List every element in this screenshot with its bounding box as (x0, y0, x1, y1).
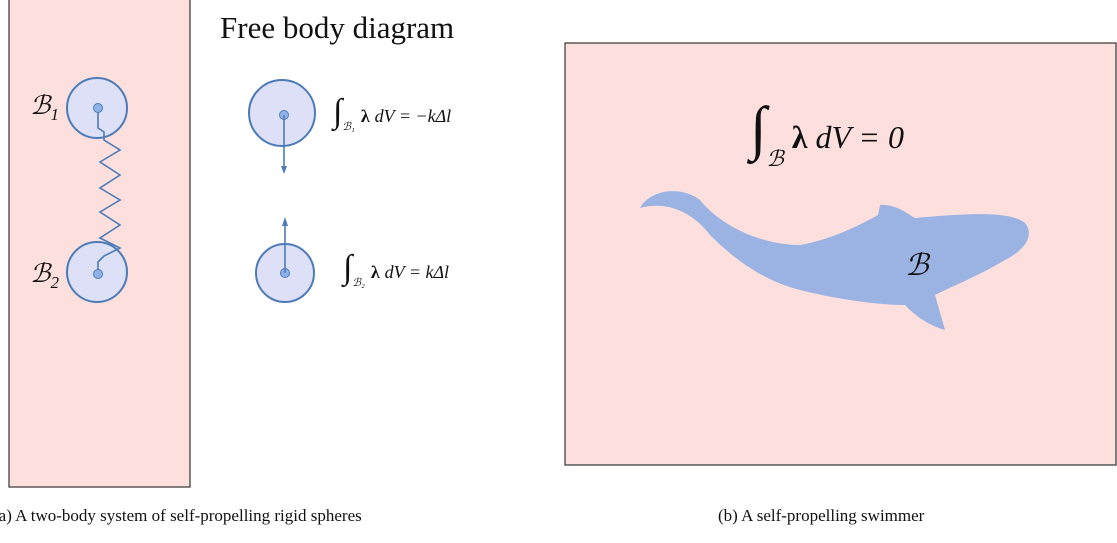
text-part: λ (371, 262, 380, 282)
text-part: dV = kΔl (385, 262, 449, 282)
text-part: λ (361, 106, 370, 126)
figure: ℬ1 ℬ2 Free body diagram ∫ℬ₁λdV = −kΔl ∫ℬ… (0, 0, 1117, 543)
fbd-title: Free body diagram (220, 10, 454, 45)
center-dot (94, 270, 103, 279)
text-part: ℬ (30, 259, 52, 288)
text-part: ℬ₂ (352, 277, 365, 289)
text-part: ℬ₁ (342, 121, 355, 133)
page: ℬ1 ℬ2 Free body diagram ∫ℬ₁λdV = −kΔl ∫ℬ… (0, 0, 1117, 543)
body-label: ℬ (905, 249, 931, 282)
caption: (a) A two-body system of self-propelling… (0, 506, 362, 525)
caption: (b) A self-propelling swimmer (718, 506, 925, 525)
arrow-head (281, 166, 287, 174)
text-part: dV = −kΔl (375, 106, 452, 126)
text-part: 1 (50, 105, 59, 124)
text-part: ℬ (30, 91, 52, 120)
text-part: dV = 0 (815, 119, 904, 155)
center-dot (94, 104, 103, 113)
arrow-head (282, 217, 288, 226)
text-part: 2 (50, 273, 59, 292)
text-part: λ (792, 119, 808, 155)
text-part: ℬ (766, 146, 785, 171)
